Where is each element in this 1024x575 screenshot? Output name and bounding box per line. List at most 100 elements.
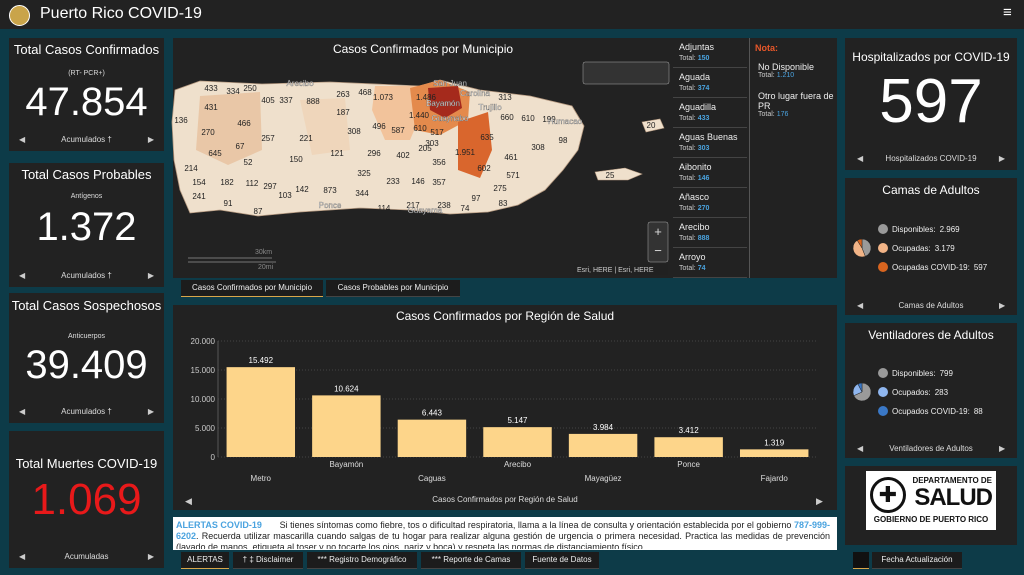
bottom-tab[interactable]: *** Registro Demográfico xyxy=(307,552,417,569)
municipio-total: 74 xyxy=(697,265,706,272)
total-label: Total: xyxy=(758,111,775,118)
prev-button[interactable]: ◀ xyxy=(19,552,26,561)
map-tab[interactable]: Casos Probables por Municipio xyxy=(326,280,460,297)
nota-name: No Disponible xyxy=(758,62,815,72)
municipio-total: 270 xyxy=(697,205,710,212)
municipio-name: Aibonito xyxy=(679,162,712,172)
card-title: Hospitalizados por COVID-19 xyxy=(852,50,1010,64)
municipio-item[interactable]: Aibonito Total: 146 xyxy=(673,158,747,188)
nota-total: 176 xyxy=(776,111,789,118)
card-subtitle: (RT- PCR+) xyxy=(68,70,105,77)
municipio-item[interactable]: Arecibo Total: 888 xyxy=(673,218,747,248)
nota-item: Otro lugar fuera de PR Total: 176 xyxy=(758,91,836,118)
card-value: 1.069 xyxy=(31,475,142,524)
prev-button[interactable]: ◀ xyxy=(19,407,26,416)
card-title: Total Casos Confirmados xyxy=(13,42,160,57)
bottom-tab[interactable]: † ‡ Disclaimer xyxy=(233,552,303,569)
card-hospitalizados: Hospitalizados por COVID-19 597 ◀ Hospita… xyxy=(845,38,1017,170)
municipio-total-row: Total: 146 xyxy=(679,175,709,182)
logo-panel: ✚ DEPARTAMENTO DE SALUD GOBIERNO DE PUER… xyxy=(845,466,1017,545)
nota-item: No Disponible Total: 1.210 xyxy=(758,62,836,79)
ventilators-panel xyxy=(845,323,1017,458)
footer-text: Acumulados † xyxy=(61,407,112,416)
card-sospechosos: Total Casos Sospechosos Anticuerpos 39.4… xyxy=(9,293,164,423)
bottom-tab[interactable]: Fuente de Datos xyxy=(525,552,599,569)
card-muertes: Total Muertes COVID-19 1.069 ◀ Acumuladas… xyxy=(9,431,164,568)
next-button[interactable]: ▶ xyxy=(147,135,154,144)
municipio-total-row: Total: 303 xyxy=(679,145,709,152)
fecha-tab[interactable]: Fecha Actualización xyxy=(872,552,962,569)
municipio-name: Aguadilla xyxy=(679,102,717,112)
footer-text: Acumuladas xyxy=(64,552,109,561)
card-probables: Total Casos Probables Antígenos 1.372 ◀ A… xyxy=(9,163,164,287)
nota-total: 1.210 xyxy=(776,72,795,79)
next-button[interactable]: ▶ xyxy=(147,271,154,280)
card-footer: ◀ Acumulados † ▶ xyxy=(9,405,164,419)
total-label: Total: xyxy=(679,55,696,62)
prev-button[interactable]: ◀ xyxy=(19,135,26,144)
nota-title: Nota: xyxy=(755,43,778,53)
municipio-item[interactable]: Arroyo Total: 74 xyxy=(673,248,747,278)
total-label: Total: xyxy=(679,265,696,272)
card-footer: ◀ Acumulados † ▶ xyxy=(9,269,164,283)
footer-text: Hospitalizados COVID-19 xyxy=(885,154,977,163)
next-button[interactable]: ▶ xyxy=(147,552,154,561)
bottom-tab[interactable]: ALERTAS xyxy=(181,552,229,569)
municipio-name: Aguas Buenas xyxy=(679,132,738,142)
municipio-name: Arecibo xyxy=(679,222,710,232)
card-title: Total Casos Probables xyxy=(21,167,152,182)
divider xyxy=(749,38,750,278)
municipio-name: Arroyo xyxy=(679,252,706,262)
municipio-total-row: Total: 888 xyxy=(679,235,709,242)
municipio-total: 888 xyxy=(697,235,710,242)
seal-icon xyxy=(9,5,30,26)
card-footer: ◀ Acumuladas ▶ xyxy=(9,550,164,564)
card-footer: ◀ Hospitalizados COVID-19 ▶ xyxy=(845,152,1017,166)
alerts-title: ALERTAS COVID-19 xyxy=(176,520,262,530)
municipio-item[interactable]: Aguada Total: 374 xyxy=(673,68,747,98)
beds-panel xyxy=(845,178,1017,315)
menu-icon[interactable]: ≡ xyxy=(1003,4,1012,21)
prev-button[interactable]: ◀ xyxy=(19,271,26,280)
logo-line1: DEPARTAMENTO DE xyxy=(912,476,992,485)
card-subtitle: Antígenos xyxy=(70,193,103,200)
municipio-item[interactable]: Añasco Total: 270 xyxy=(673,188,747,218)
municipio-item[interactable]: Aguas Buenas Total: 303 xyxy=(673,128,747,158)
card-subtitle: Anticuerpos xyxy=(68,333,105,340)
alerts-panel xyxy=(173,517,837,550)
card-value: 47.854 xyxy=(25,80,148,124)
total-label: Total: xyxy=(679,85,696,92)
card-value: 39.409 xyxy=(25,343,148,387)
municipio-total: 433 xyxy=(697,115,710,122)
municipio-name: Aguada xyxy=(679,72,711,82)
logo-line3: GOBIERNO DE PUERTO RICO xyxy=(873,515,989,524)
map-tab[interactable]: Casos Confirmados por Municipio xyxy=(181,280,323,297)
municipio-total-row: Total: 433 xyxy=(679,115,709,122)
footer-text: Acumulados † xyxy=(61,271,112,280)
card-title: Total Muertes COVID-19 xyxy=(15,456,158,471)
header-title: Puerto Rico COVID-19 xyxy=(40,5,202,22)
municipio-total-row: Total: 374 xyxy=(679,85,709,92)
prev-button[interactable]: ◀ xyxy=(857,154,864,163)
card-value: 1.372 xyxy=(36,205,137,249)
total-label: Total: xyxy=(679,175,696,182)
logo-cross: ✚ xyxy=(870,477,906,513)
card-title: Total Casos Sospechosos xyxy=(11,298,162,313)
municipio-name: Adjuntas xyxy=(679,42,715,52)
municipio-total: 374 xyxy=(697,85,710,92)
total-label: Total: xyxy=(758,72,775,79)
municipio-item[interactable]: Adjuntas Total: 150 xyxy=(673,38,747,68)
next-button[interactable]: ▶ xyxy=(147,407,154,416)
card-value: 597 xyxy=(879,67,983,136)
card-footer: ◀ Acumulados † ▶ xyxy=(9,133,164,147)
header: Puerto Rico COVID-19 ≡ xyxy=(0,0,1024,29)
next-button[interactable]: ▶ xyxy=(998,154,1005,163)
municipio-item[interactable]: Aguadilla Total: 433 xyxy=(673,98,747,128)
municipio-total: 150 xyxy=(697,55,710,62)
tab-blank[interactable] xyxy=(853,552,869,569)
logo-line2: SALUD xyxy=(914,484,993,511)
total-label: Total: xyxy=(679,235,696,242)
bottom-tab[interactable]: *** Reporte de Camas xyxy=(421,552,521,569)
alerts-phone: 787-999-6202 xyxy=(176,520,830,541)
municipio-total-row: Total: 150 xyxy=(679,55,709,62)
